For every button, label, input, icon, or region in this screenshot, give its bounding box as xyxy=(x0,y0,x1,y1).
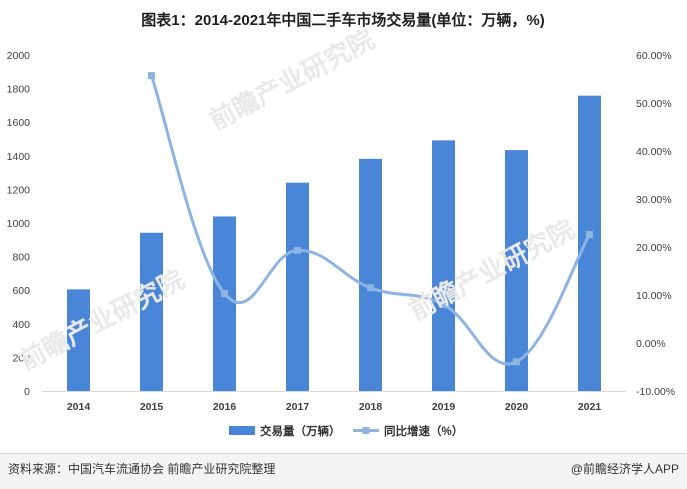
x-tick-label: 2014 xyxy=(67,401,91,413)
source-note: 资料来源：中国汽车流通协会 前瞻产业研究院整理 xyxy=(8,462,276,476)
left-tick-label: 1800 xyxy=(7,84,31,96)
growth-marker xyxy=(294,246,301,254)
right-tick-label: 10.00% xyxy=(636,290,672,302)
chart-title: 图表1：2014-2021年中国二手车市场交易量(单位：万辆，%) xyxy=(141,11,544,29)
left-tick-label: 1000 xyxy=(7,218,31,230)
bar xyxy=(286,182,309,391)
left-axis-ticks: 0 200 400 600 800 1000 1200 1400 1600 1800 2000 xyxy=(7,50,31,398)
growth-marker xyxy=(586,231,593,239)
left-tick-label: 1400 xyxy=(7,151,31,163)
x-tick-label: 2019 xyxy=(432,401,456,413)
legend-line-marker xyxy=(362,427,370,434)
x-tick-label: 2015 xyxy=(140,401,164,413)
x-tick-label: 2020 xyxy=(505,401,529,413)
bar xyxy=(67,289,90,391)
right-tick-label: 40.00% xyxy=(636,146,672,158)
left-tick-label: 400 xyxy=(12,319,30,331)
bar xyxy=(578,95,601,391)
legend-bar-swatch xyxy=(229,426,255,435)
left-tick-label: 800 xyxy=(12,252,30,264)
growth-marker xyxy=(148,72,155,80)
footer xyxy=(0,454,687,489)
x-tick-label: 2018 xyxy=(359,401,383,413)
left-tick-label: 1200 xyxy=(7,184,31,196)
legend-bar-label: 交易量（万辆） xyxy=(260,424,341,438)
brand-credit: @前瞻经济学人APP xyxy=(570,462,679,476)
growth-marker xyxy=(440,301,447,309)
right-tick-label: -10.00% xyxy=(636,386,675,398)
right-tick-label: 0.00% xyxy=(636,338,666,350)
bar xyxy=(505,150,528,391)
left-tick-label: 0 xyxy=(24,386,30,398)
growth-marker xyxy=(513,358,520,366)
legend-line-label: 同比增速（%） xyxy=(384,424,463,438)
right-tick-label: 30.00% xyxy=(636,194,672,206)
right-tick-label: 50.00% xyxy=(636,98,672,110)
bar xyxy=(140,232,163,391)
x-tick-label: 2021 xyxy=(578,401,602,413)
left-tick-label: 1600 xyxy=(7,117,31,129)
bar xyxy=(432,140,455,391)
x-axis-ticks: 2014 2015 2016 2017 2018 2019 2020 2021 xyxy=(67,401,602,413)
right-tick-label: 60.00% xyxy=(636,50,672,62)
growth-markers xyxy=(148,72,593,366)
right-tick-label: 20.00% xyxy=(636,242,672,254)
growth-marker xyxy=(367,284,374,292)
bar-series xyxy=(67,95,601,391)
left-tick-label: 2000 xyxy=(7,50,31,62)
bar xyxy=(359,158,382,391)
left-tick-label: 600 xyxy=(12,285,30,297)
bar xyxy=(213,216,236,391)
right-axis-ticks: -10.00% 0.00% 10.00% 20.00% 30.00% 40.00% 50.0… xyxy=(636,50,675,398)
x-tick-label: 2017 xyxy=(286,401,310,413)
growth-marker xyxy=(221,290,228,298)
left-tick-label: 200 xyxy=(12,352,30,364)
x-tick-label: 2016 xyxy=(213,401,237,413)
legend: 交易量（万辆） 同比增速（%） xyxy=(229,424,463,438)
footer-divider xyxy=(0,453,687,454)
chart: 图表1：2014-2021年中国二手车市场交易量(单位：万辆，%) 0 200 40… xyxy=(7,11,675,438)
